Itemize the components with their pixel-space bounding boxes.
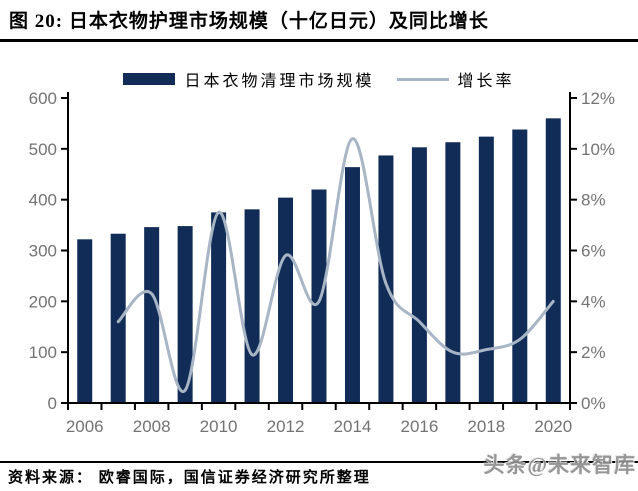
bar-2009: [177, 226, 193, 403]
svg-text:300: 300: [29, 242, 57, 261]
svg-text:200: 200: [29, 292, 57, 311]
svg-text:2010: 2010: [200, 417, 238, 436]
bar-2018: [478, 136, 494, 403]
svg-text:12%: 12%: [581, 89, 615, 108]
title-divider: [0, 39, 638, 42]
market-size-legend-label: 日本衣物清理市场规模: [184, 73, 375, 90]
svg-text:2020: 2020: [534, 417, 572, 436]
svg-text:500: 500: [29, 140, 57, 159]
svg-text:100: 100: [29, 343, 57, 362]
bar-2011: [244, 209, 260, 403]
bar-2008: [144, 227, 160, 403]
svg-text:600: 600: [29, 89, 57, 108]
svg-text:2008: 2008: [133, 417, 171, 436]
svg-text:4%: 4%: [581, 292, 606, 311]
figure-title: 图 20: 日本衣物护理市场规模（十亿日元）及同比增长: [9, 11, 489, 32]
svg-text:2014: 2014: [334, 417, 372, 436]
chart-legend: 日本衣物清理市场规模 增长率: [0, 67, 638, 91]
svg-text:2%: 2%: [581, 343, 606, 362]
bar-2012: [278, 197, 294, 403]
svg-text:2016: 2016: [400, 417, 438, 436]
svg-text:2012: 2012: [267, 417, 305, 436]
bar-2006: [77, 239, 93, 403]
footer-divider: [0, 461, 638, 463]
growth-rate-line: [116, 137, 555, 393]
bar-2010: [211, 212, 227, 403]
growth-rate-legend-label: 增长率: [457, 73, 515, 90]
svg-text:0%: 0%: [581, 394, 606, 413]
bar-2017: [445, 142, 461, 403]
svg-text:2006: 2006: [66, 417, 104, 436]
bar-2013: [311, 189, 327, 403]
svg-text:10%: 10%: [581, 140, 615, 159]
svg-text:400: 400: [29, 191, 57, 210]
source-note: 资料来源： 欧睿国际，国信证券经济研究所整理: [8, 470, 371, 486]
bar-2007: [110, 233, 126, 403]
market-size-legend-swatch-icon: [123, 73, 176, 85]
growth-rate-legend-line-icon: [396, 77, 449, 81]
svg-text:6%: 6%: [581, 242, 606, 261]
bar-2016: [411, 147, 427, 403]
svg-text:8%: 8%: [581, 191, 606, 210]
watermark: 头条@未来智库: [483, 453, 636, 477]
bar-2014: [344, 167, 360, 403]
svg-text:0: 0: [48, 394, 57, 413]
svg-text:2018: 2018: [467, 417, 505, 436]
bar-2019: [512, 129, 528, 403]
bar-2020: [545, 118, 561, 403]
